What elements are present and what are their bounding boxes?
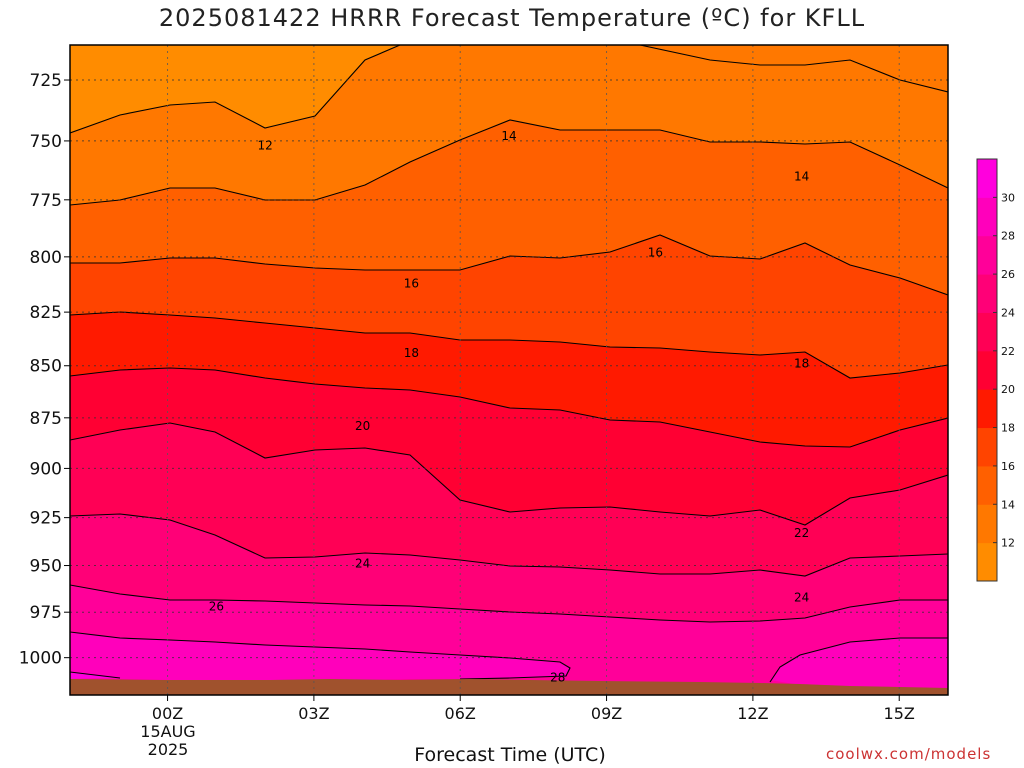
contour-30 (70, 671, 121, 679)
colorbar-label: 14 (1001, 498, 1015, 511)
colorbar-label: 12 (1001, 537, 1015, 550)
contour-label: 14 (794, 169, 809, 183)
contour-22 (70, 422, 948, 526)
colorbar-label: 16 (1001, 460, 1015, 473)
y-tick-label: 950 (30, 557, 62, 577)
contour-28b (769, 637, 948, 683)
colorbar-frame (976, 158, 998, 582)
contour-28 (70, 631, 571, 680)
y-tick-label: 900 (30, 459, 62, 479)
colorbar-segment (977, 197, 997, 237)
contour-lines (70, 45, 948, 683)
colorbar-label: 24 (1001, 306, 1015, 319)
colorbar-segment (977, 312, 997, 352)
x-tick-label: 00Z (152, 704, 183, 723)
colorbar-segment (977, 504, 997, 544)
contour-label: 28 (550, 670, 565, 684)
contour-label: 18 (794, 357, 809, 371)
x-tick-label: 03Z (298, 704, 329, 723)
x-tick-label: 15Z (884, 704, 915, 723)
colorbar-label: 22 (1001, 345, 1015, 358)
y-axis: 725 750 775 800 825 850 875 900 925 950 975 1000 (19, 71, 70, 669)
contour-label: 16 (404, 277, 419, 291)
colorbar-segment (977, 159, 997, 198)
x-date-line1: 15AUG (140, 722, 195, 741)
contour-label: 26 (209, 600, 224, 614)
colorbar-segment (977, 350, 997, 390)
contour-20 (70, 367, 948, 448)
y-tick-label: 750 (30, 132, 62, 152)
y-tick-label: 875 (30, 409, 62, 429)
colorbar-segment (977, 274, 997, 313)
colorbar-segment (977, 465, 997, 505)
y-tick-label: 825 (30, 303, 62, 323)
contour-14 (70, 119, 948, 206)
y-tick-label: 800 (30, 248, 62, 268)
y-tick-label: 725 (30, 71, 62, 91)
y-tick-label: 925 (30, 509, 62, 529)
y-tick-label: 1000 (19, 649, 62, 669)
colorbar-segment (977, 389, 997, 429)
contour-16 (70, 234, 948, 296)
band-30-32-right (770, 638, 948, 688)
colorbar-label: 28 (1001, 230, 1015, 243)
x-date-line2: 2025 (148, 740, 189, 759)
x-tick-label: 09Z (591, 704, 622, 723)
colorbar-segment (977, 427, 997, 467)
x-tick-label: 06Z (445, 704, 476, 723)
colorbar-segment (977, 542, 997, 582)
surface-ground (70, 679, 948, 695)
y-tick-label: 975 (30, 603, 62, 623)
credit-link[interactable]: coolwx.com/models (826, 745, 992, 763)
x-axis-label: Forecast Time (UTC) (414, 744, 606, 766)
y-tick-label: 775 (30, 191, 62, 211)
contour-label: 22 (794, 526, 809, 540)
band-30-32 (70, 632, 570, 680)
x-axis: 00Z 03Z 06Z 09Z 12Z 15Z (152, 695, 915, 723)
contour-label: 24 (355, 557, 370, 571)
contour-label: 14 (501, 129, 516, 143)
contour-label: 16 (648, 245, 663, 259)
y-tick-label: 850 (30, 357, 62, 377)
colorbar-label: 30 (1001, 191, 1015, 204)
contour-12 (70, 45, 401, 134)
colorbar-segment (977, 235, 997, 275)
colorbar-legend: 12 14 16 18 20 22 24 26 28 30 (976, 158, 1015, 582)
contour-label: 24 (794, 590, 809, 604)
contour-label: 18 (404, 346, 419, 360)
colorbar-label: 26 (1001, 268, 1015, 281)
contour-label: 20 (355, 419, 370, 433)
contour-18 (70, 311, 948, 379)
contour-label: 12 (257, 139, 272, 153)
grid-lines (70, 45, 948, 695)
chart-title: 2025081422 HRRR Forecast Temperature (ºC… (158, 4, 866, 32)
temperature-bands (70, 45, 948, 695)
colorbar-label: 18 (1001, 422, 1015, 435)
x-tick-label: 12Z (737, 704, 768, 723)
colorbar-label: 20 (1001, 383, 1015, 396)
contour-labels: 12 14 14 16 16 18 18 20 22 24 24 26 28 (209, 129, 810, 684)
plot-frame (69, 44, 949, 696)
